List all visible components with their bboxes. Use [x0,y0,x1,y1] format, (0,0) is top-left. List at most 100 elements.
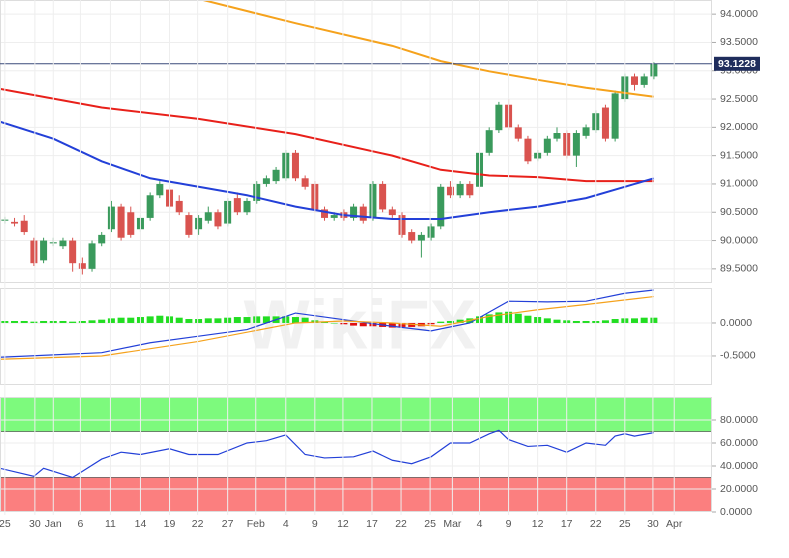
candle-body [631,76,639,85]
x-tick-label: Feb [247,518,265,530]
candle-body [69,240,77,264]
panel [0,397,712,512]
histogram-bar [156,315,164,323]
x-tick-label: Mar [443,518,462,530]
candle-body [195,217,203,230]
y-tick-label: 92.5000 [720,93,758,105]
histogram-bar [146,316,154,323]
candle-body [243,200,251,213]
panel [0,0,712,275]
x-tick-label: 22 [192,518,204,530]
y-tick-label: 0.0000 [720,506,752,518]
candle-body [321,209,329,218]
x-tick-label: 22 [395,518,407,530]
candle-body [88,243,96,269]
histogram-bar [107,318,115,323]
y-tick-label: 90.5000 [720,206,758,218]
zone [0,477,712,512]
x-tick-label: 12 [337,518,349,530]
candle-body [78,263,86,269]
line [0,295,654,360]
histogram-bar [524,315,532,323]
candle-body [388,209,396,216]
candle-body [495,104,503,131]
panel-border [0,397,712,512]
histogram-bar [69,321,77,323]
panel-border [0,0,712,283]
x-tick-label: 30 [647,518,659,530]
histogram-bar [291,317,299,323]
histogram-bar [262,316,270,323]
candle-body [582,127,590,136]
candle-body [398,215,406,235]
candle-body [350,206,358,218]
y-tick-label: 91.5000 [720,149,758,161]
candle-body [253,183,261,201]
candle-body [40,240,48,261]
histogram-bar [243,317,251,323]
x-tick-label: 27 [222,518,234,530]
line [0,289,654,358]
line [0,120,655,221]
zone [0,397,712,432]
histogram-bar [185,319,193,323]
histogram-bar [340,322,348,325]
line [0,87,654,183]
candle-body [437,186,445,227]
histogram-bar [601,320,609,323]
candle-body [20,220,28,233]
histogram-bar [204,318,212,323]
last-price-label: 93.1228 [718,58,756,70]
candle-body [301,178,309,187]
x-tick-label: 14 [135,518,147,530]
candle-body [359,206,367,221]
histogram-bar [456,319,464,323]
histogram-bar [369,322,377,327]
last-price-box [714,56,760,71]
histogram-bar [514,313,522,323]
candle-body [30,240,38,264]
histogram-bar [611,319,619,323]
x-tick-label: 12 [532,518,544,530]
candle-body [262,178,270,184]
y-tick-label: 80.0000 [720,414,758,426]
histogram-bar [40,320,48,323]
x-tick-label: 25 [0,518,11,530]
candle-body [456,183,464,196]
candle-body [146,195,154,218]
x-tick-label: 17 [561,518,573,530]
x-tick-label: 4 [283,518,289,530]
y-tick-label: 93.5000 [720,36,758,48]
y-tick-label: 89.5000 [720,263,758,275]
histogram-bar [495,312,503,323]
x-tick-label: 19 [164,518,176,530]
line [0,429,654,479]
histogram-bar [88,320,96,323]
candle-body [127,212,135,235]
x-tick-label: 25 [424,518,436,530]
candle-body [379,183,387,210]
x-tick-label: 6 [77,518,83,530]
histogram-bar [572,320,580,323]
histogram-bar [640,317,648,323]
candle-body [330,215,338,218]
histogram-bar [359,322,367,327]
y-tick-label: 20.0000 [720,483,758,495]
histogram-bar [59,320,67,323]
histogram-bar [233,317,241,323]
candle-body [553,133,561,139]
x-tick-label: Apr [666,518,683,530]
histogram-bar [485,314,493,323]
histogram-bar [437,321,445,323]
histogram-bar [408,322,416,327]
x-tick-label: 22 [590,518,602,530]
candle-body [524,138,532,162]
candle-body [485,130,493,153]
histogram-bar [388,322,396,328]
histogram-bar [398,322,406,327]
histogram-bar [78,320,86,323]
histogram-bar [214,318,222,323]
candle-body [611,93,619,139]
panel [0,289,712,360]
x-tick-label: Jan [45,518,62,530]
